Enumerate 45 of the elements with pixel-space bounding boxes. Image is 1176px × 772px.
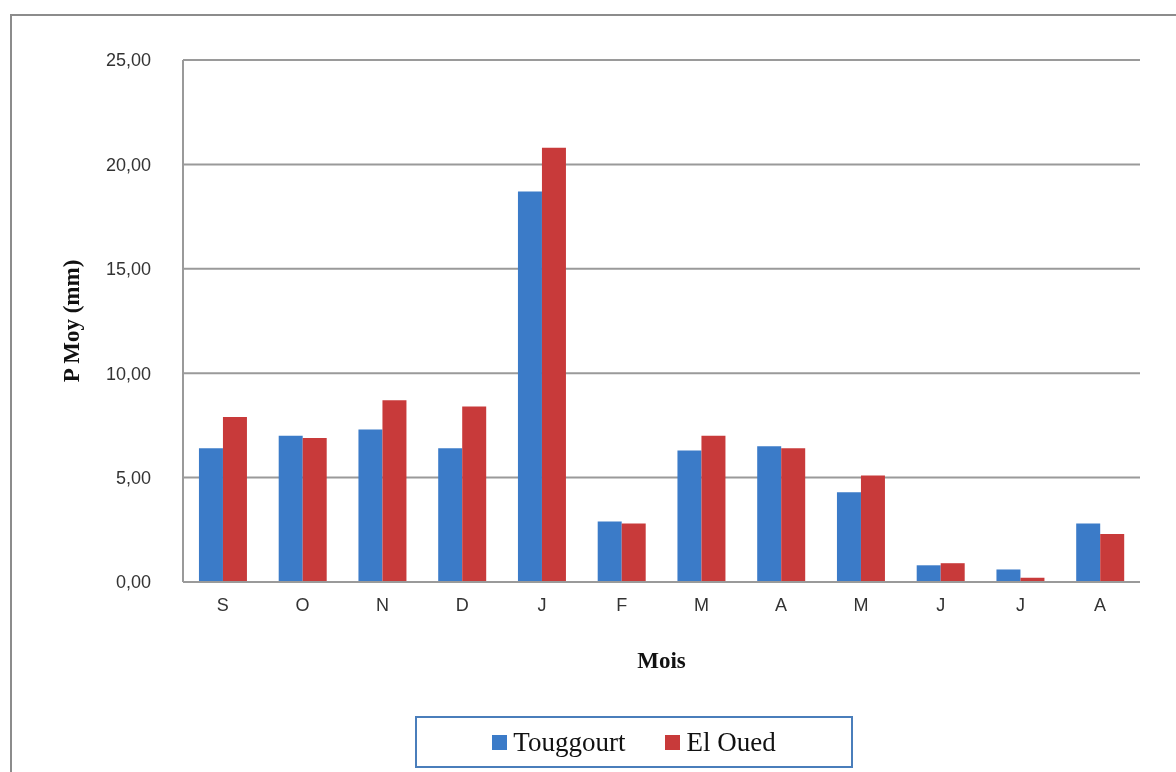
y-axis-title: P Moy (mm) xyxy=(59,259,85,383)
bar xyxy=(278,435,303,582)
bar xyxy=(940,563,965,582)
bar xyxy=(621,523,646,582)
bar xyxy=(438,448,463,582)
x-tick-label: O xyxy=(295,594,310,615)
bar xyxy=(302,437,327,582)
x-tick-label: F xyxy=(616,594,628,615)
x-tick-label: J xyxy=(537,594,547,615)
bar xyxy=(701,435,726,582)
bar xyxy=(541,147,566,582)
y-tick-label: 25,00 xyxy=(105,50,151,71)
bar xyxy=(916,565,941,582)
y-tick-label: 5,00 xyxy=(115,467,151,488)
bar xyxy=(462,406,487,582)
x-tick-label: N xyxy=(375,594,389,615)
x-tick-label: J xyxy=(1015,594,1025,615)
legend-label: Touggourt xyxy=(513,726,626,758)
x-tick-label: A xyxy=(775,594,788,615)
x-tick-label: D xyxy=(455,594,469,615)
x-axis-title: Mois xyxy=(637,648,686,674)
bar xyxy=(198,448,223,582)
bar xyxy=(757,446,782,582)
bar xyxy=(382,400,407,582)
bar xyxy=(996,569,1021,582)
bar xyxy=(836,492,861,582)
bar xyxy=(781,448,806,582)
y-tick-label: 0,00 xyxy=(115,572,151,593)
x-tick-label: M xyxy=(693,594,709,615)
bar xyxy=(860,475,885,582)
y-tick-label: 15,00 xyxy=(105,259,151,280)
bar xyxy=(1100,533,1125,582)
bar xyxy=(358,429,383,582)
legend-label: El Oued xyxy=(686,726,776,758)
x-tick-label: M xyxy=(853,594,869,615)
bar xyxy=(222,417,247,582)
x-tick-label: J xyxy=(936,594,946,615)
bar xyxy=(517,191,542,582)
y-tick-label: 20,00 xyxy=(105,154,151,175)
bar xyxy=(677,450,702,582)
bar xyxy=(597,521,622,582)
bar xyxy=(1076,523,1101,582)
y-tick-label: 10,00 xyxy=(105,363,151,384)
x-tick-label: A xyxy=(1094,594,1107,615)
x-tick-label: S xyxy=(216,594,229,615)
